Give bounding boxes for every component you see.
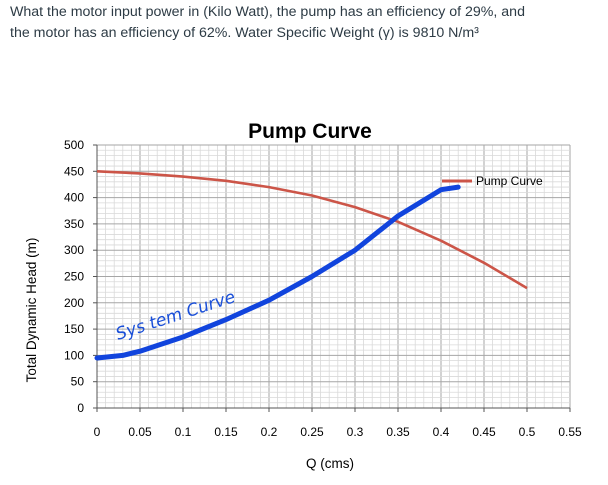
x-tick-label: 0.25 (300, 425, 324, 439)
x-tick-label: 0.5 (519, 425, 536, 439)
x-tick-label: 0.2 (261, 425, 278, 439)
y-tick-label: 300 (64, 243, 84, 257)
system-curve-annotation: Sys tem Curve (113, 287, 237, 344)
x-tick-label: 0.4 (433, 425, 450, 439)
x-tick-label: 0.45 (472, 425, 496, 439)
y-tick-label: 50 (71, 375, 85, 389)
y-tick-label: 450 (64, 164, 84, 178)
x-tick-label: 0.3 (347, 425, 364, 439)
x-tick-label: 0.35 (386, 425, 410, 439)
chart-ticks: 0 0.05 0.1 0.15 0.2 0.25 0.3 0.35 0.4 0.45 0.5 0.55… (64, 138, 582, 439)
question-line-1: What the motor input power in (Kilo Watt… (10, 4, 525, 20)
x-axis-label: Q (cms) (306, 456, 354, 471)
x-tick-label: 0.1 (175, 425, 192, 439)
y-tick-label: 400 (64, 191, 84, 205)
question-text: What the motor input power in (Kilo Watt… (10, 2, 600, 44)
y-tick-label: 100 (64, 348, 84, 362)
x-tick-label: 0.05 (128, 425, 152, 439)
chart-legend: Pump Curve (442, 174, 543, 188)
x-tick-label: 0.15 (214, 425, 238, 439)
pump-curve-line (96, 170, 528, 290)
y-tick-label: 200 (64, 296, 84, 310)
y-tick-label: 150 (64, 322, 84, 336)
question-line-2: the motor has an efficiency of 62%. Wate… (10, 25, 479, 41)
chart-title: Pump Curve (248, 120, 372, 143)
chart-series (94, 170, 528, 361)
x-tick-label: 0 (94, 425, 101, 439)
x-tick-label: 0.55 (558, 425, 582, 439)
y-tick-label: 0 (77, 401, 84, 415)
y-tick-label: 500 (64, 138, 84, 152)
system-curve-line (94, 184, 461, 361)
y-axis-label: Total Dynamic Head (m) (24, 238, 39, 383)
y-tick-label: 350 (64, 217, 84, 231)
legend-pump-curve-label: Pump Curve (476, 174, 543, 188)
y-tick-label: 250 (64, 270, 84, 284)
